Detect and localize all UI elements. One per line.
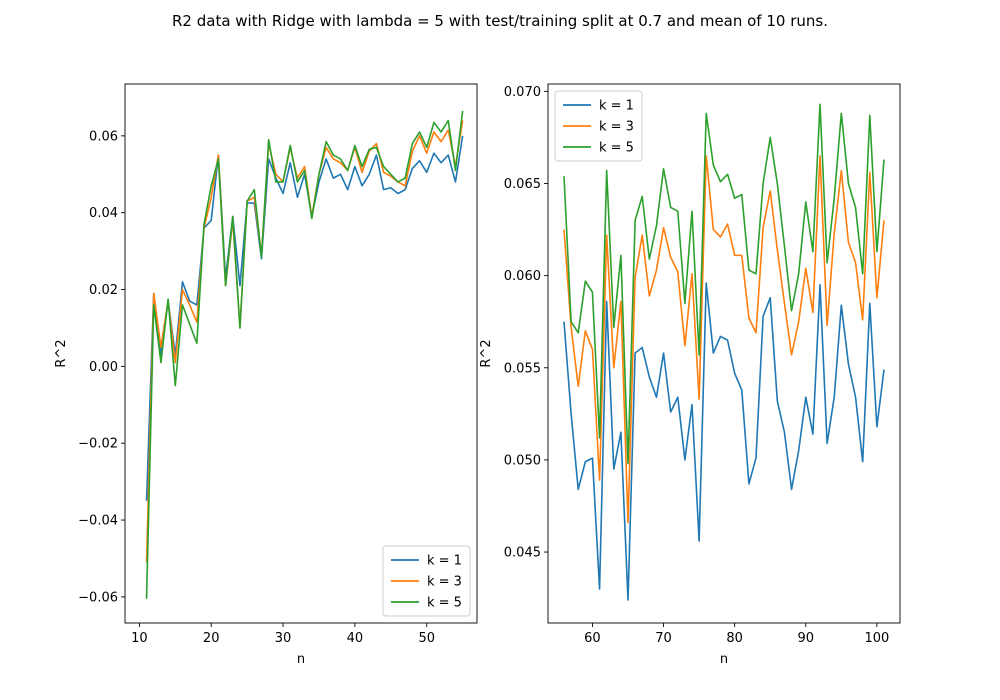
chart-1-legend-label-3: k = 5 xyxy=(427,596,462,611)
chart-2: 60 70 80 90 100 0.045 0.050 0.055 0.060 0.065 0.07… xyxy=(479,83,901,667)
chart-1-y-tick-label: 0.04 xyxy=(89,206,118,221)
chart-2-x-tick-label: 100 xyxy=(864,631,889,646)
chart-1-y-tick-label: −0.02 xyxy=(78,437,118,452)
chart-2-x-tick-label: 80 xyxy=(726,631,743,646)
chart-1-x-tick-label: 40 xyxy=(347,631,364,646)
chart-2-legend: k = 1 k = 3 k = 5 xyxy=(554,90,643,162)
chart-1-x-tick-label: 20 xyxy=(203,631,220,646)
chart-2-x-tick-label: 60 xyxy=(584,631,601,646)
chart-2-legend-label-2: k = 3 xyxy=(599,120,634,135)
chart-1-axes-frame xyxy=(124,83,478,624)
chart-2-axes-frame xyxy=(547,83,901,624)
chart-1-x-tick-label: 10 xyxy=(131,631,148,646)
chart-2-y-tick-label: 0.060 xyxy=(504,269,541,284)
chart-1-x-tick-label: 50 xyxy=(418,631,435,646)
chart-2-y-tick-label: 0.045 xyxy=(504,546,541,561)
chart-2-x-tick-label: 90 xyxy=(798,631,815,646)
chart-1-x-tick-label: 30 xyxy=(275,631,292,646)
chart-2-series-line-2 xyxy=(563,155,885,524)
chart-1-series-line-3 xyxy=(145,110,464,599)
chart-1-legend-box xyxy=(382,545,471,617)
chart-2-y-tick-label: 0.070 xyxy=(504,85,541,100)
chart-2-legend-label-1: k = 1 xyxy=(599,99,634,114)
chart-1-legend-label-1: k = 1 xyxy=(427,554,462,569)
chart-2-legend-box xyxy=(554,90,643,162)
chart-2-series-line-3 xyxy=(563,103,885,465)
chart-2-y-axis-label: R^2 xyxy=(479,339,494,367)
chart-1-y-tick-label: −0.06 xyxy=(78,590,118,605)
chart-2-y-tick-label: 0.050 xyxy=(504,453,541,468)
chart-1-y-tick-label: 0.02 xyxy=(89,283,118,298)
chart-2-y-tick-label: 0.055 xyxy=(504,361,541,376)
chart-1-y-axis-label: R^2 xyxy=(54,339,69,367)
figure-title: R2 data with Ridge with lambda = 5 with … xyxy=(172,12,828,30)
chart-1-legend: k = 1 k = 3 k = 5 xyxy=(382,545,471,617)
chart-1-y-tick-label: 0.00 xyxy=(89,360,118,375)
chart-1-x-axis-label: n xyxy=(297,652,305,667)
chart-2-series-line-1 xyxy=(563,282,885,601)
chart-2-y-tick-label: 0.065 xyxy=(504,177,541,192)
chart-2-x-axis-label: n xyxy=(720,652,728,667)
chart-2-legend-label-3: k = 5 xyxy=(599,141,634,156)
chart-1-y-tick-label: 0.06 xyxy=(89,129,118,144)
chart-2-x-tick-label: 70 xyxy=(655,631,672,646)
chart-1: 10 20 30 40 50 −0.06 −0.04 −0.02 0.00 0.02 0.04 0.0… xyxy=(54,83,478,667)
chart-1-y-tick-label: −0.04 xyxy=(78,514,118,529)
chart-1-legend-label-2: k = 3 xyxy=(427,575,462,590)
